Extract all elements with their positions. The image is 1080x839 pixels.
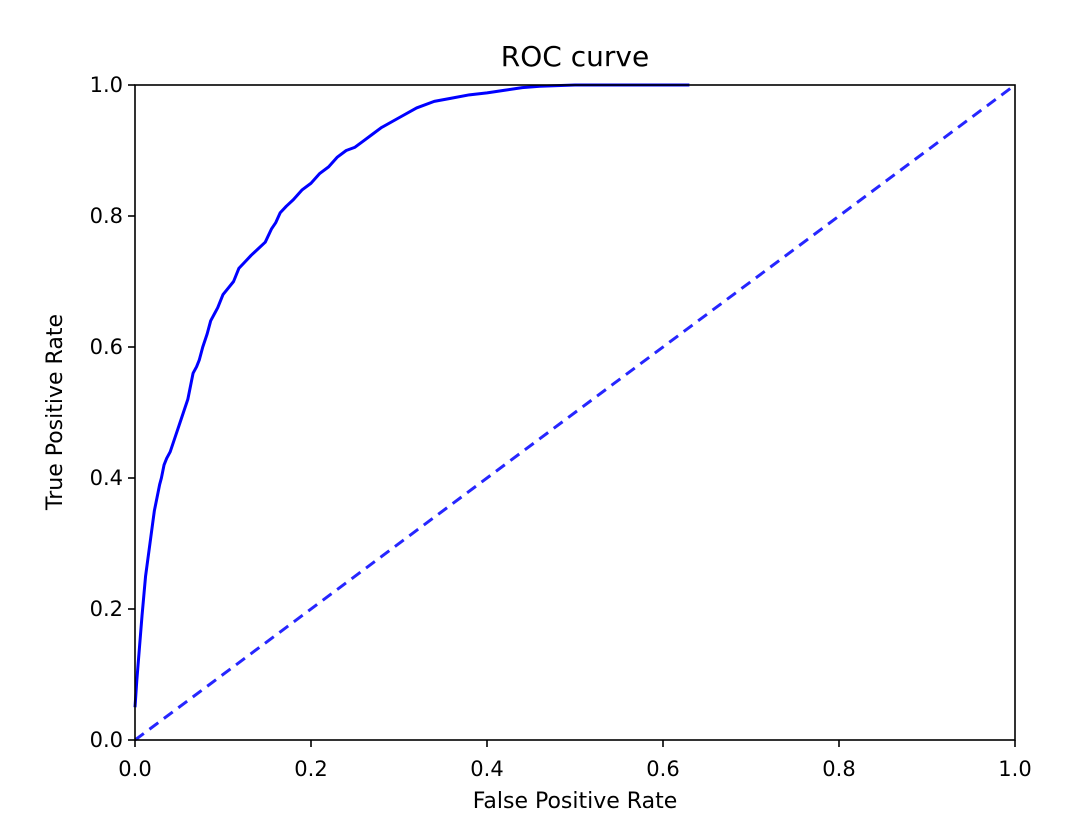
y-tick-label: 0.4 (90, 466, 123, 490)
y-tick-label: 0.2 (90, 597, 123, 621)
plot-frame (134, 84, 1016, 741)
x-tick-label: 0.6 (646, 757, 679, 781)
chance-diagonal-line (134, 83, 1016, 742)
plot-area (133, 83, 1016, 742)
chart-title: ROC curve (501, 40, 649, 73)
x-tick-label: 0.0 (118, 757, 151, 781)
x-tick-label: 0.2 (294, 757, 327, 781)
roc-curve-line (133, 83, 690, 708)
y-tick-label: 0.8 (90, 204, 123, 228)
x-tick-label: 0.4 (470, 757, 503, 781)
y-tick-label: 0.6 (90, 335, 123, 359)
x-tick-label: 0.8 (822, 757, 855, 781)
y-tick-label: 0.0 (90, 728, 123, 752)
x-tick-label: 1.0 (998, 757, 1031, 781)
axis-ticks: 0.0 0.2 0.4 0.6 0.8 1.0 0.0 0.2 0.4 0.6 0.8 1.0 (90, 73, 1032, 781)
y-tick-label: 1.0 (90, 73, 123, 97)
x-axis-label: False Positive Rate (473, 789, 677, 814)
y-axis-label: True Positive Rate (43, 314, 68, 511)
